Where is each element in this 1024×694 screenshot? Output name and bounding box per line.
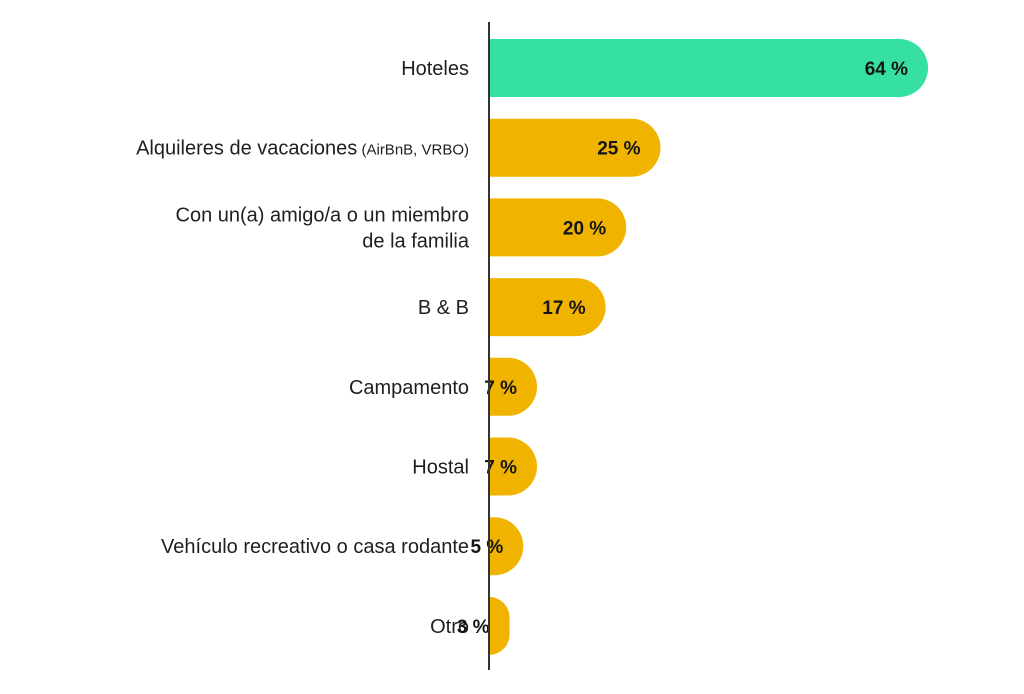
value-label: 7 % xyxy=(484,458,517,479)
value-label: 17 % xyxy=(542,298,585,319)
bars-group xyxy=(489,39,929,655)
bar xyxy=(489,596,510,655)
category-label: de la familia xyxy=(362,230,470,252)
category-label: Hoteles xyxy=(401,58,469,80)
bar xyxy=(489,118,661,177)
value-label: 25 % xyxy=(597,139,640,160)
bar xyxy=(489,198,627,257)
value-label: 7 % xyxy=(484,378,517,399)
bar xyxy=(489,357,538,416)
bar xyxy=(489,517,524,576)
bar xyxy=(489,39,929,97)
category-labels-group: Hoteles Alquileres de vacaciones (AirBnB,… xyxy=(136,58,470,638)
category-label: Vehículo recreativo o casa rodante xyxy=(161,536,469,558)
category-label: Con un(a) amigo/a o un miembro xyxy=(176,204,469,226)
bar xyxy=(489,278,606,337)
category-label: Hostal xyxy=(412,457,469,479)
value-label: 3 % xyxy=(457,617,490,638)
category-label: Otro xyxy=(430,616,469,638)
category-label: B & B xyxy=(418,297,469,319)
bar xyxy=(489,437,538,496)
value-labels-group: 64 % 25 % 20 % 17 % 7 % 7 % 5 % 3 % xyxy=(457,59,908,638)
value-label: 5 % xyxy=(471,537,504,558)
value-label: 64 % xyxy=(865,59,908,80)
value-label: 20 % xyxy=(563,218,606,239)
category-label: Alquileres de vacaciones (AirBnB, VRBO) xyxy=(136,138,469,160)
category-label: Campamento xyxy=(349,377,469,399)
